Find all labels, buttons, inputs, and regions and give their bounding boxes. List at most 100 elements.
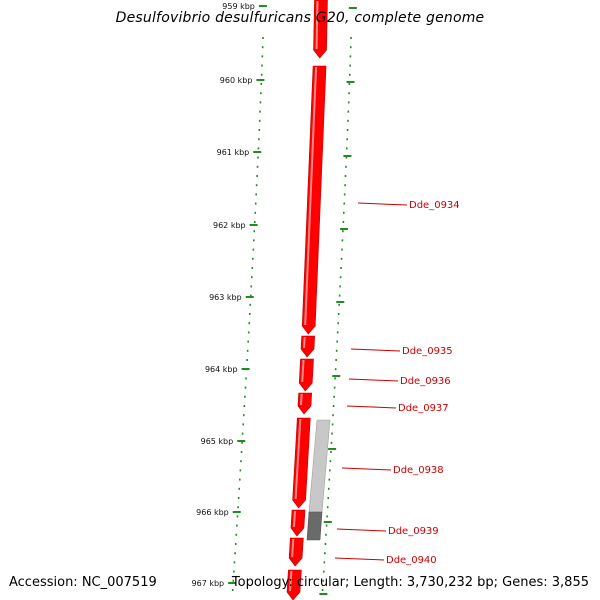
ruler-dot-left bbox=[259, 110, 261, 113]
gene-arrow bbox=[297, 392, 313, 415]
ruler-dot-left bbox=[252, 248, 255, 251]
ruler-dot-left bbox=[239, 469, 242, 472]
ruler-dot-left bbox=[234, 552, 236, 555]
ruler-dot-right bbox=[325, 524, 328, 527]
ruler-dot-right bbox=[337, 313, 340, 315]
ruler-major-tick bbox=[245, 296, 254, 298]
ruler-dot-left bbox=[256, 165, 259, 168]
gene-label-leader bbox=[334, 557, 385, 561]
gene-arrow-highlight bbox=[301, 359, 305, 383]
ruler-dot-left bbox=[233, 570, 235, 573]
ruler-dot-right bbox=[346, 138, 348, 141]
ruler-dot-right bbox=[340, 267, 342, 269]
ruler-dot-left bbox=[256, 175, 258, 177]
ruler-dot-right bbox=[342, 230, 344, 233]
gene-label-leader bbox=[346, 405, 397, 409]
ruler-dot-right bbox=[332, 414, 334, 417]
ruler-dot-right bbox=[333, 395, 335, 398]
ruler-dot-left bbox=[246, 349, 249, 352]
ruler-dot-right bbox=[326, 506, 329, 509]
ruler-major-tick-right bbox=[348, 7, 357, 9]
ruler-dot-left bbox=[233, 561, 236, 564]
ruler-major-tick bbox=[258, 5, 267, 7]
gene-label: Dde_0936 bbox=[400, 376, 451, 387]
ruler-dot-right bbox=[332, 405, 335, 407]
ruler-dot-right bbox=[335, 359, 337, 361]
ruler-dot-left bbox=[261, 55, 264, 58]
gene-arrow-highlight bbox=[292, 510, 297, 528]
ruler-dot-left bbox=[235, 533, 238, 536]
ruler-dot-left bbox=[250, 285, 253, 288]
ruler-dot-right bbox=[349, 64, 351, 67]
ruler-dot-left bbox=[257, 147, 260, 150]
ruler-dot-left bbox=[249, 294, 252, 297]
gene-label-leader bbox=[350, 348, 401, 352]
ruler-tick-label: 961 kbp bbox=[217, 148, 250, 157]
accession-text: Accession: NC_007519 bbox=[9, 575, 157, 590]
ruler-dot-right bbox=[343, 193, 346, 196]
ruler-dot-right bbox=[348, 83, 351, 85]
ruler-dot-left bbox=[237, 506, 239, 509]
ruler-tick-label: 963 kbp bbox=[209, 293, 242, 302]
ruler-dot-right bbox=[334, 377, 336, 380]
gene-label-leader bbox=[341, 467, 392, 471]
feature-bar bbox=[308, 419, 331, 513]
ruler-dot-left bbox=[243, 405, 246, 407]
gene-arrow-highlight bbox=[304, 66, 318, 326]
ruler-dot-left bbox=[236, 524, 238, 527]
ruler-major-tick-right bbox=[343, 155, 352, 157]
ruler-major-tick-right bbox=[332, 375, 341, 377]
ruler-dot-right bbox=[347, 110, 350, 113]
ruler-dot-left bbox=[241, 432, 244, 435]
ruler-dot-left bbox=[261, 46, 264, 49]
ruler-dot-right bbox=[347, 119, 349, 122]
ruler-dot-right bbox=[338, 303, 340, 306]
gene-arrow bbox=[313, 0, 328, 59]
gene-arrow-highlight bbox=[299, 393, 303, 406]
ruler-dot-left bbox=[245, 377, 247, 380]
ruler-tick-label: 967 kbp bbox=[192, 579, 225, 588]
gene-arrow bbox=[290, 509, 306, 537]
ruler-major-tick bbox=[228, 582, 237, 584]
ruler-dot-left bbox=[239, 478, 241, 481]
topology-text: Topology: circular; Length: 3,730,232 bp… bbox=[231, 575, 589, 590]
ruler-dot-right bbox=[345, 156, 348, 159]
gene-label: Dde_0935 bbox=[402, 346, 453, 357]
ruler-dot-right bbox=[344, 175, 347, 177]
ruler-dot-right bbox=[346, 129, 349, 131]
ruler-dot-right bbox=[327, 497, 330, 499]
ruler-dot-right bbox=[325, 533, 327, 536]
ruler-dot-right bbox=[341, 239, 344, 242]
ruler-dot-right bbox=[321, 589, 324, 591]
gene-arrow bbox=[298, 358, 314, 392]
ruler-dot-right bbox=[337, 322, 339, 325]
ruler-tick-label: 964 kbp bbox=[205, 365, 238, 374]
ruler-major-tick bbox=[249, 224, 258, 226]
ruler-dot-left bbox=[254, 202, 257, 205]
ruler-dot-left bbox=[232, 579, 235, 582]
ruler-major-tick-right bbox=[328, 448, 337, 450]
ruler-dot-left bbox=[255, 193, 257, 196]
ruler-dot-left bbox=[236, 515, 239, 518]
ruler-major-tick-right bbox=[319, 593, 328, 595]
ruler-dot-left bbox=[241, 441, 243, 444]
ruler-dot-right bbox=[323, 561, 326, 564]
ruler-dot-right bbox=[350, 37, 352, 39]
ruler-dot-left bbox=[257, 156, 259, 159]
gene-label: Dde_0940 bbox=[386, 555, 437, 566]
ruler-dot-right bbox=[342, 221, 345, 223]
ruler-dot-left bbox=[244, 386, 247, 389]
ruler-tick-label: 959 kbp bbox=[222, 2, 255, 11]
ruler-dot-left bbox=[237, 497, 240, 499]
ruler-dot-right bbox=[330, 451, 332, 453]
ruler-dot-right bbox=[334, 368, 337, 371]
ruler-dot-right bbox=[331, 423, 334, 426]
ruler-major-tick bbox=[253, 151, 262, 153]
ruler-dot-left bbox=[260, 73, 263, 76]
gene-arrow bbox=[288, 537, 304, 567]
ruler-dot-right bbox=[328, 478, 331, 481]
ruler-dot-left bbox=[259, 101, 262, 104]
gene-arrow-highlight bbox=[303, 336, 306, 349]
gene-label-leader bbox=[348, 378, 399, 382]
